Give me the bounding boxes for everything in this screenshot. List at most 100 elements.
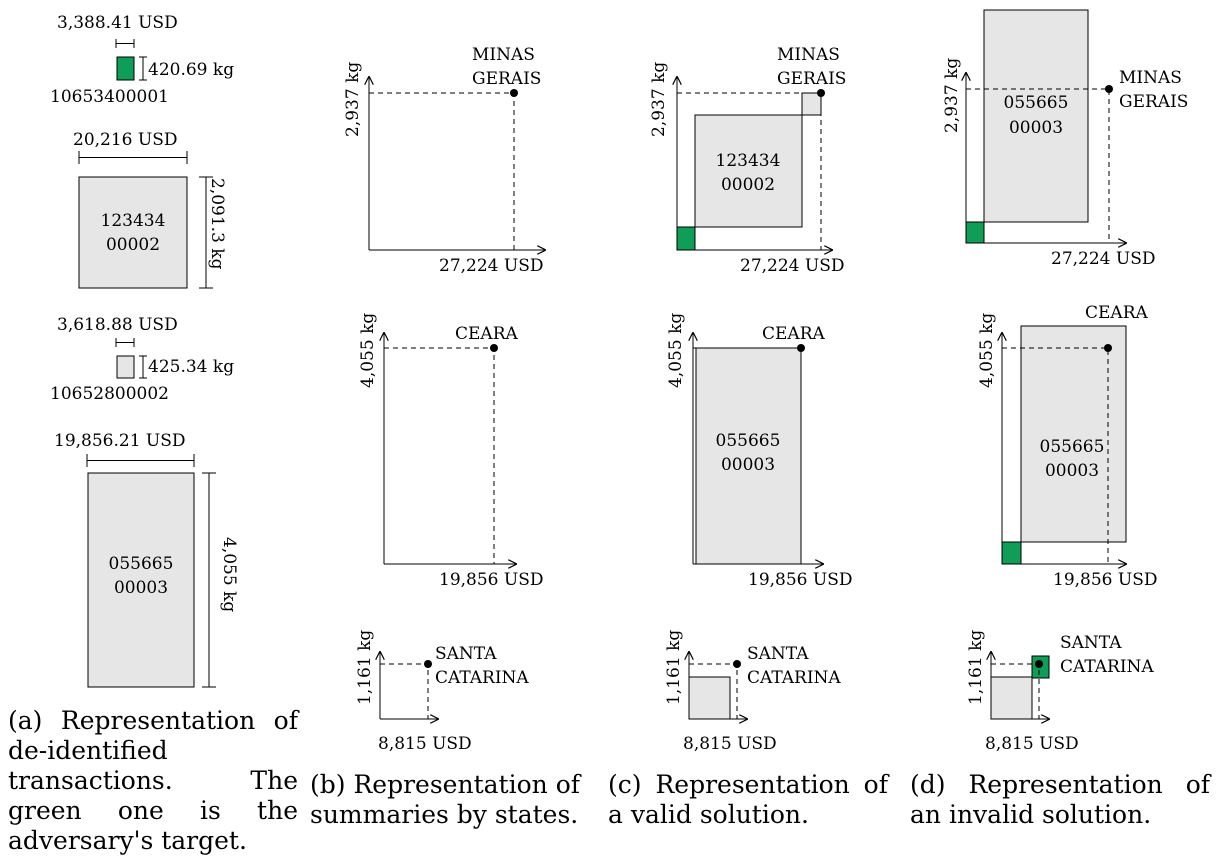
d-mg-box-line2: 00003: [1009, 118, 1063, 138]
b-ce-y-label: 4,055 kg: [358, 313, 378, 388]
c-ce-x-label: 19,856 USD: [748, 570, 853, 590]
panel-c: 123434 00002 2,937 kg 27,224 USD MINAS G…: [649, 45, 853, 754]
t2-id-line1: 123434: [101, 211, 166, 231]
d-sc-y-label: 1,161 kg: [966, 630, 986, 705]
panel-d: 055665 00003 2,937 kg 27,224 USD MINAS G…: [942, 9, 1188, 754]
t1-width-dimension: [115, 39, 135, 48]
d-mg-name1: MINAS: [1119, 68, 1182, 88]
b-ce-point: [490, 344, 498, 352]
t1-height-label: 420.69 kg: [148, 60, 234, 80]
t2-box: [78, 176, 188, 289]
t2-height-dimension: [199, 176, 213, 289]
b-minas-gerais: 2,937 kg 27,224 USD MINAS GERAIS: [343, 45, 545, 276]
b-sc-guides: [380, 663, 429, 719]
b-mg-name2: GERAIS: [472, 69, 541, 89]
d-ce-x-label: 19,856 USD: [1053, 570, 1158, 590]
c-mg-box: [694, 114, 803, 228]
d-mg-x-label: 27,224 USD: [1051, 249, 1156, 269]
t4-width-label: 19,856.21 USD: [54, 431, 186, 451]
c-sc-box: [688, 676, 731, 720]
b-sc-y-label: 1,161 kg: [355, 630, 375, 705]
d-ceara: 055665 00003 4,055 kg 19,856 USD CEARA: [977, 303, 1158, 590]
c-mg-y-label: 2,937 kg: [649, 62, 669, 137]
t4-id-line1: 055665: [109, 554, 174, 574]
d-mg-guides: [966, 88, 1110, 243]
t2-width-dimension: [78, 151, 188, 164]
d-sc-box: [990, 676, 1033, 720]
t2-height-label: 2,091.3 kg: [207, 178, 227, 270]
d-ce-box: [1020, 325, 1127, 543]
d-ce-name1: CEARA: [1085, 303, 1148, 323]
b-mg-x-label: 27,224 USD: [439, 256, 544, 276]
b-santa-catarina: 1,161 kg 8,815 USD SANTA CATARINA: [355, 630, 529, 754]
d-mg-box: [983, 9, 1089, 223]
d-santa-catarina: 1,161 kg 8,815 USD SANTA CATARINA: [966, 630, 1154, 754]
caption-d: (d) Representation of an invalid solutio…: [910, 770, 1210, 829]
c-sc-name1: SANTA: [747, 644, 809, 664]
b-mg-y-label: 2,937 kg: [343, 62, 363, 137]
c-ce-name1: CEARA: [762, 324, 825, 344]
transaction-12343400002: 20,216 USD 123434 00002 2,091.3 kg: [73, 130, 227, 289]
b-ce-guides: [384, 347, 495, 564]
d-sc-x-label: 8,815 USD: [985, 734, 1079, 754]
t3-box: [116, 355, 135, 379]
c-mg-x-label: 27,224 USD: [740, 256, 845, 276]
c-mg-box-line2: 00002: [721, 175, 775, 195]
d-ce-y-label: 4,055 kg: [977, 313, 997, 388]
d-sc-name1: SANTA: [1060, 633, 1122, 653]
t1-height-dimension: [139, 56, 147, 81]
b-ce-x-label: 19,856 USD: [439, 570, 544, 590]
t4-height-dimension: [202, 472, 216, 688]
c-mg-point: [817, 89, 825, 97]
c-mg-small-box: [801, 92, 822, 116]
c-mg-name2: GERAIS: [777, 69, 846, 89]
transaction-10652800002: 3,618.88 USD 425.34 kg 10652800002: [50, 315, 234, 404]
b-mg-point: [510, 89, 518, 97]
t2-id-line2: 00002: [106, 235, 160, 255]
d-mg-point: [1105, 85, 1113, 93]
b-sc-name1: SANTA: [435, 644, 497, 664]
b-mg-name1: MINAS: [472, 45, 535, 65]
c-mg-target-box: [676, 226, 696, 251]
t3-width-label: 3,618.88 USD: [57, 315, 178, 335]
transaction-10653400001: 3,388.41 USD 420.69 kg 10653400001: [50, 13, 234, 107]
t4-id-line2: 00003: [114, 578, 168, 598]
d-ce-point: [1104, 344, 1112, 352]
t2-width-label: 20,216 USD: [73, 130, 178, 150]
d-sc-point: [1035, 660, 1043, 668]
b-sc-name2: CATARINA: [435, 668, 529, 688]
panel-a: 3,388.41 USD 420.69 kg 10653400001 20,21…: [50, 13, 239, 688]
d-sc-name2: CATARINA: [1060, 657, 1154, 677]
b-sc-x-label: 8,815 USD: [378, 734, 472, 754]
panel-b: 2,937 kg 27,224 USD MINAS GERAIS 4,055 k…: [343, 45, 545, 754]
b-ceara: 4,055 kg 19,856 USD CEARA: [358, 313, 544, 590]
c-santa-catarina: 1,161 kg 8,815 USD SANTA CATARINA: [664, 630, 841, 754]
d-ce-box-line1: 055665: [1040, 437, 1105, 457]
d-mg-y-label: 2,937 kg: [942, 58, 962, 133]
c-mg-box-line1: 123434: [716, 151, 781, 171]
c-sc-point: [733, 660, 741, 668]
c-sc-y-label: 1,161 kg: [664, 630, 684, 705]
t3-height-label: 425.34 kg: [148, 357, 234, 377]
d-mg-target-box: [965, 221, 985, 244]
t4-width-dimension: [86, 454, 195, 467]
d-ce-box-line2: 00003: [1045, 461, 1099, 481]
t1-id: 10653400001: [50, 87, 169, 107]
transaction-05566500003: 19,856.21 USD 055665 00003 4,055 kg: [54, 431, 239, 688]
c-ce-point: [797, 344, 805, 352]
c-sc-name2: CATARINA: [747, 668, 841, 688]
t3-id: 10652800002: [50, 384, 169, 404]
t3-width-dimension: [115, 338, 135, 347]
d-ce-target-box: [1001, 541, 1022, 565]
c-sc-x-label: 8,815 USD: [683, 734, 777, 754]
b-sc-point: [424, 660, 432, 668]
caption-c: (c) Representation of a valid solution.: [608, 770, 888, 829]
c-minas-gerais: 123434 00002 2,937 kg 27,224 USD MINAS G…: [649, 45, 846, 276]
b-ce-name1: CEARA: [455, 324, 518, 344]
caption-b: (b) Representation of summaries by state…: [310, 770, 580, 829]
t3-height-dimension: [139, 355, 147, 379]
c-ce-box: [695, 347, 802, 565]
d-mg-box-line1: 055665: [1004, 93, 1069, 113]
c-ce-box-line1: 055665: [716, 431, 781, 451]
